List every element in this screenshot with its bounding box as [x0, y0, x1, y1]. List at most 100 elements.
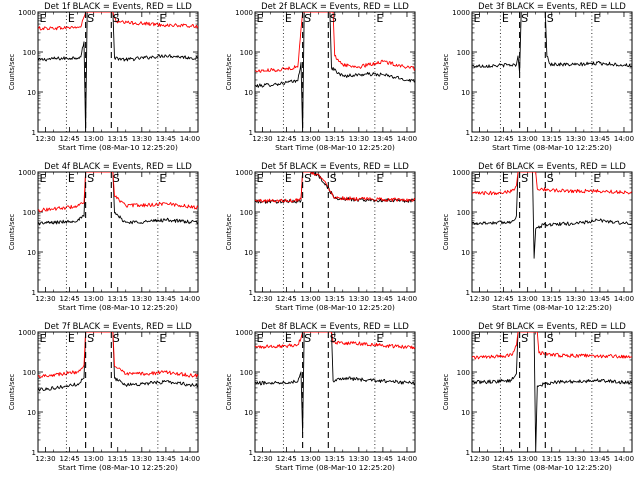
plot-area: [472, 172, 632, 259]
x-tick-label: 12:45: [59, 295, 79, 303]
lld-series-line: [255, 172, 415, 203]
panel-title: Det 7f BLACK = Events, RED = LLD: [44, 321, 192, 331]
x-tick-label: 12:45: [493, 455, 513, 463]
panel-det-1: Det 1f BLACK = Events, RED = LLD 1 10 100 10…: [8, 1, 200, 152]
y-tick-label: 1000: [452, 9, 470, 17]
x-tick-label: 12:45: [493, 135, 513, 143]
x-tick-label: 13:00: [84, 135, 104, 143]
events-series-line: [255, 332, 415, 434]
marker-label-e: E: [474, 12, 481, 25]
x-tick-label: 13:30: [132, 455, 152, 463]
x-axis-label: Start Time (08-Mar-10 12:25:20): [58, 143, 178, 152]
y-tick-label: 10: [461, 409, 470, 417]
x-axis-label: Start Time (08-Mar-10 12:25:20): [275, 303, 395, 312]
x-tick-label: 14:00: [180, 295, 200, 303]
y-axis-label: Counts/sec: [8, 373, 16, 410]
panel-det-4: Det 4f BLACK = Events, RED = LLD 1 10 100 10…: [8, 161, 200, 312]
x-tick-label: 13:30: [349, 135, 369, 143]
panel-title: Det 3f BLACK = Events, RED = LLD: [478, 1, 626, 11]
y-tick-label: 10: [27, 249, 36, 257]
y-tick-label: 1: [466, 289, 470, 297]
y-tick-label: 100: [23, 209, 36, 217]
x-axis-label: Start Time (08-Mar-10 12:25:20): [492, 143, 612, 152]
x-tick-label: 12:30: [35, 455, 55, 463]
marker-label-e: E: [40, 172, 47, 185]
marker-label-e: E: [285, 172, 292, 185]
panel-title: Det 6f BLACK = Events, RED = LLD: [478, 161, 626, 171]
marker-label-s: S: [304, 12, 311, 25]
marker-label-s: S: [113, 332, 120, 345]
lld-series-line: [472, 172, 632, 196]
marker-label-s: S: [521, 172, 528, 185]
marker-label-e: E: [257, 12, 264, 25]
marker-label-e: E: [68, 172, 75, 185]
y-tick-label: 100: [23, 49, 36, 57]
y-tick-label: 100: [457, 209, 470, 217]
x-tick-label: 13:15: [108, 455, 128, 463]
y-axis-label: Counts/sec: [442, 213, 450, 250]
y-axis-label: Counts/sec: [225, 373, 233, 410]
marker-label-s: S: [547, 332, 554, 345]
x-tick-label: 13:45: [373, 135, 393, 143]
x-tick-label: 12:45: [276, 295, 296, 303]
lld-series-line: [255, 332, 415, 350]
marker-label-e: E: [376, 12, 383, 25]
y-tick-label: 1: [32, 289, 36, 297]
y-axis-label: Counts/sec: [442, 53, 450, 90]
x-tick-label: 13:30: [349, 295, 369, 303]
y-tick-label: 100: [240, 369, 253, 377]
x-tick-label: 13:00: [518, 455, 538, 463]
x-tick-label: 13:15: [325, 135, 345, 143]
marker-label-e: E: [502, 332, 509, 345]
y-tick-label: 1: [466, 129, 470, 137]
y-tick-label: 1000: [18, 169, 36, 177]
marker-label-e: E: [159, 332, 166, 345]
marker-label-e: E: [40, 332, 47, 345]
marker-label-s: S: [547, 172, 554, 185]
x-tick-label: 12:30: [469, 295, 489, 303]
lld-series-line: [255, 12, 415, 73]
plot-area: [472, 332, 632, 452]
events-series-line: [38, 12, 198, 132]
marker-label-s: S: [521, 332, 528, 345]
marker-label-s: S: [113, 12, 120, 25]
marker-label-e: E: [257, 332, 264, 345]
x-axis-label: Start Time (08-Mar-10 12:25:20): [275, 463, 395, 472]
panel-title: Det 1f BLACK = Events, RED = LLD: [44, 1, 192, 11]
y-tick-label: 1000: [235, 9, 253, 17]
panel-title: Det 4f BLACK = Events, RED = LLD: [44, 161, 192, 171]
x-tick-label: 14:00: [397, 455, 417, 463]
panel-det-6: Det 6f BLACK = Events, RED = LLD 1 10 100 10…: [442, 161, 634, 312]
panel-det-5: Det 5f BLACK = Events, RED = LLD 1 10 100 10…: [225, 161, 417, 312]
x-tick-label: 13:00: [518, 135, 538, 143]
y-tick-label: 10: [244, 249, 253, 257]
events-series-line: [472, 332, 632, 452]
events-series-line: [472, 12, 632, 74]
x-tick-label: 13:45: [590, 295, 610, 303]
axes-frame: [254, 171, 416, 293]
marker-label-e: E: [68, 332, 75, 345]
y-tick-label: 1: [466, 449, 470, 457]
marker-label-e: E: [257, 172, 264, 185]
plot-area: [255, 332, 415, 434]
marker-label-e: E: [376, 332, 383, 345]
y-axis-label: Counts/sec: [225, 53, 233, 90]
marker-label-e: E: [502, 12, 509, 25]
marker-label-s: S: [87, 172, 94, 185]
marker-label-e: E: [593, 172, 600, 185]
x-axis-label: Start Time (08-Mar-10 12:25:20): [58, 303, 178, 312]
marker-label-s: S: [87, 12, 94, 25]
plot-area: [472, 12, 632, 74]
y-tick-label: 1000: [452, 329, 470, 337]
x-tick-label: 13:15: [108, 135, 128, 143]
x-tick-label: 12:30: [252, 135, 272, 143]
y-tick-label: 100: [240, 209, 253, 217]
y-tick-label: 1000: [235, 169, 253, 177]
y-tick-label: 10: [244, 409, 253, 417]
axes-frame: [37, 171, 199, 293]
x-tick-label: 13:30: [566, 455, 586, 463]
panel-title: Det 9f BLACK = Events, RED = LLD: [478, 321, 626, 331]
y-tick-label: 100: [240, 49, 253, 57]
lld-series-line: [38, 332, 198, 379]
